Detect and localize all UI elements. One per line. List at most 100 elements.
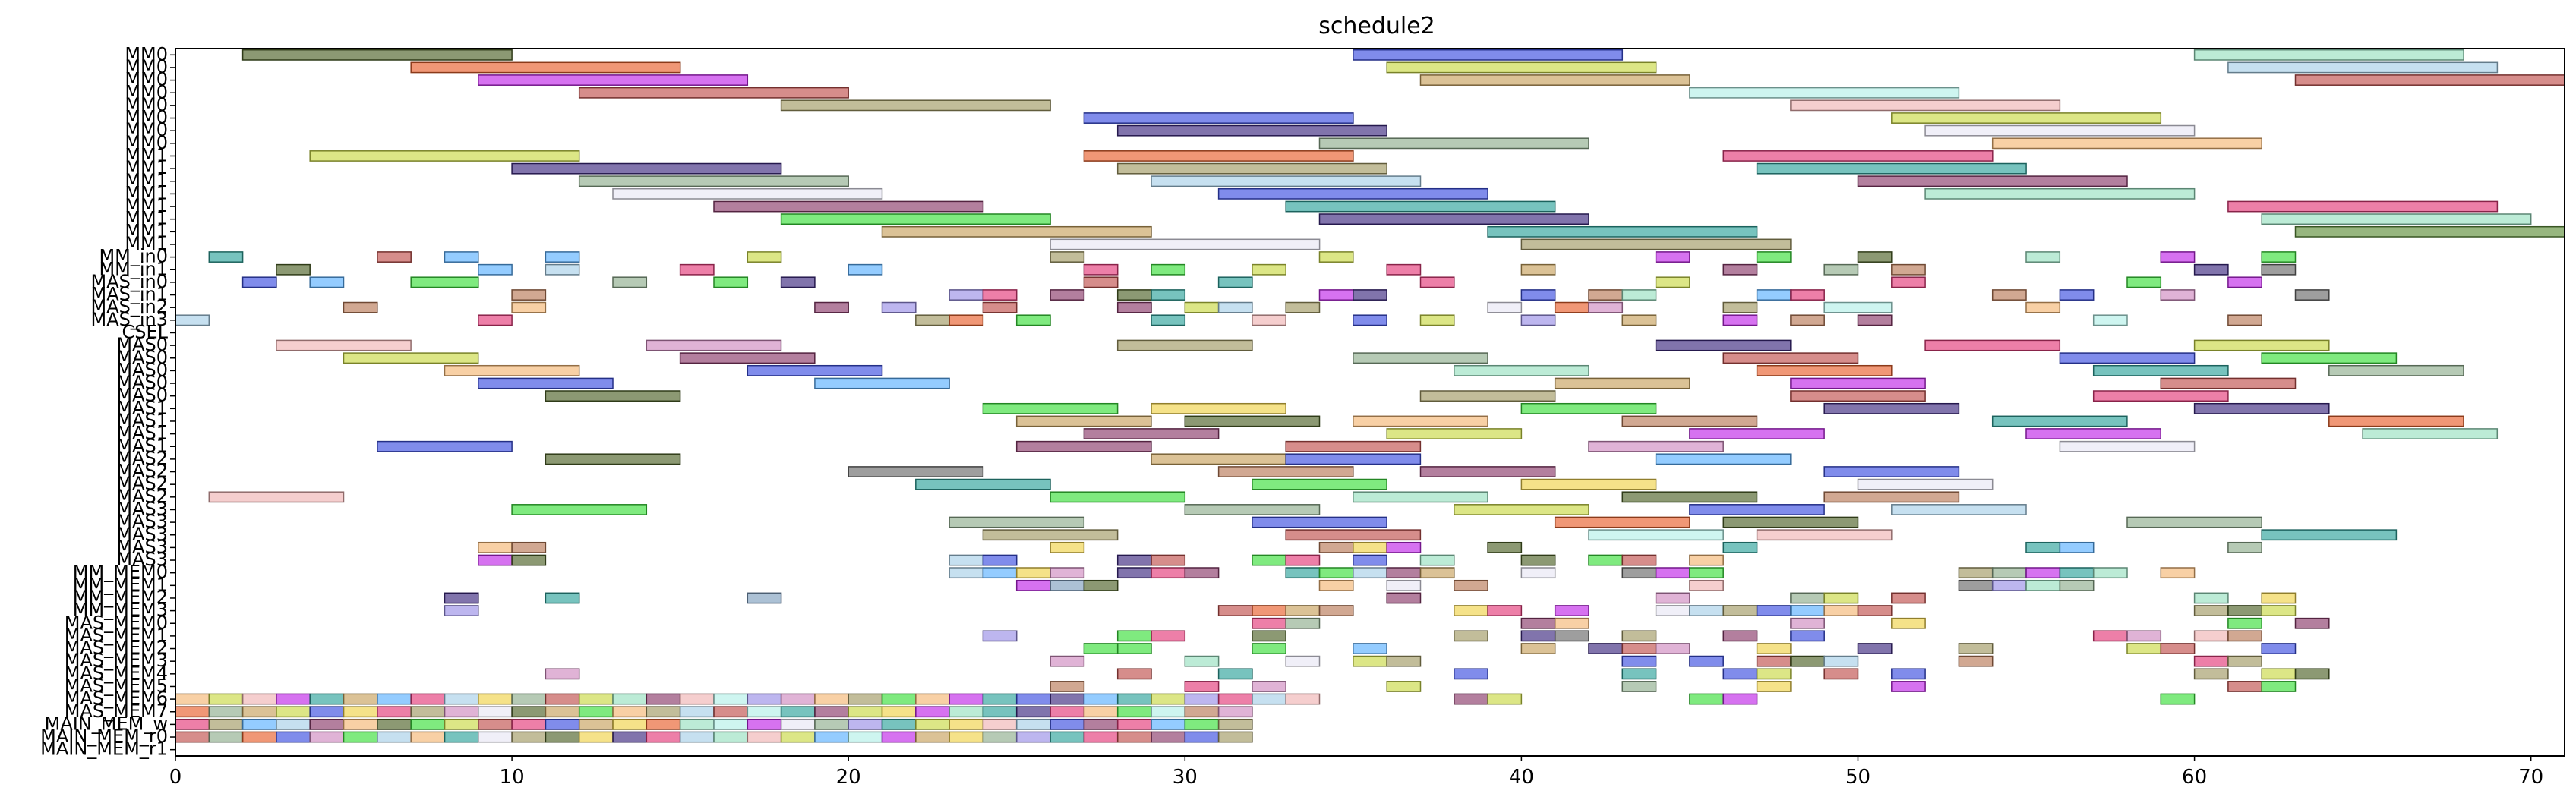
- task-bar: [2294, 617, 2330, 629]
- task-bar: [2227, 61, 2499, 74]
- task-bar: [1722, 516, 1859, 528]
- x-tick-label: 0: [169, 766, 182, 789]
- task-bar: [1520, 554, 1556, 566]
- task-bar: [276, 731, 311, 743]
- task-bar: [848, 706, 883, 718]
- task-bar: [1285, 529, 1422, 541]
- task-bar: [2227, 314, 2262, 326]
- row-label: MAS3: [116, 536, 168, 557]
- task-bar: [1621, 668, 1657, 680]
- row-label: MM0: [125, 132, 168, 153]
- task-bar: [343, 352, 479, 364]
- task-bar: [2092, 314, 2128, 326]
- row-label: MM_in0: [99, 246, 168, 267]
- task-bar: [1252, 617, 1286, 629]
- task-bar: [1790, 314, 1825, 326]
- task-bar: [1454, 668, 1488, 680]
- task-bar: [1991, 579, 2027, 591]
- task-bar: [1891, 504, 2027, 515]
- task-bar: [309, 276, 345, 288]
- task-bar: [444, 706, 479, 718]
- task-bar: [881, 718, 917, 730]
- task-bar: [1655, 276, 1690, 288]
- row-label: MAS0: [116, 334, 168, 355]
- task-bar: [1252, 516, 1387, 528]
- task-bar: [949, 516, 1085, 528]
- task-bar: [2261, 263, 2297, 276]
- task-bar: [511, 301, 547, 313]
- task-bar: [1386, 428, 1523, 439]
- row-label: MAS_MEM5: [65, 675, 168, 696]
- task-bar: [1756, 681, 1792, 692]
- task-bar: [1353, 567, 1387, 579]
- task-bar: [915, 478, 1051, 490]
- task-bar: [2227, 605, 2262, 616]
- task-bar: [1790, 289, 1825, 301]
- task-bar: [1621, 314, 1657, 326]
- task-bar: [915, 731, 950, 743]
- task-bar: [1318, 579, 1354, 591]
- task-bar: [1252, 605, 1286, 616]
- task-bar: [2059, 352, 2196, 364]
- task-bar: [1050, 251, 1085, 263]
- row-label: MAS_in3: [90, 309, 168, 330]
- task-bar: [2193, 655, 2229, 667]
- task-bar: [1050, 731, 1085, 743]
- task-bar: [2227, 200, 2499, 213]
- task-bar: [1353, 49, 1624, 61]
- task-bar: [1722, 630, 1758, 642]
- task-bar: [713, 718, 749, 730]
- task-bar: [1520, 314, 1556, 326]
- task-bar: [578, 87, 849, 99]
- task-bar: [1991, 289, 2027, 301]
- row-label: MAS_MEM1: [65, 625, 168, 646]
- task-bar: [1520, 643, 1556, 654]
- row-label: MAIN_MEM_r1: [40, 739, 168, 760]
- task-bar: [1823, 491, 1960, 503]
- task-bar: [1756, 668, 1792, 680]
- task-bar: [1756, 529, 1893, 541]
- row-label: MAS1: [116, 410, 168, 431]
- task-bar: [309, 706, 345, 718]
- task-bar: [578, 706, 614, 718]
- task-bar: [780, 718, 816, 730]
- task-bar: [1184, 301, 1220, 313]
- task-bar: [545, 592, 580, 604]
- task-bar: [1520, 617, 1556, 629]
- task-bar: [2261, 681, 2297, 692]
- task-bar: [1790, 617, 1825, 629]
- task-bar: [2126, 516, 2262, 528]
- task-bar: [1621, 643, 1657, 654]
- task-bar: [1419, 466, 1556, 477]
- x-tick-label: 50: [1845, 766, 1870, 789]
- task-bar: [1454, 579, 1488, 591]
- task-bar: [1353, 655, 1387, 667]
- task-bar: [545, 453, 681, 465]
- task-bar: [1217, 187, 1488, 200]
- task-bar: [679, 693, 715, 705]
- task-bar: [511, 162, 782, 175]
- task-bar: [343, 706, 378, 718]
- task-bar: [1318, 251, 1354, 263]
- task-bar: [2261, 605, 2297, 616]
- task-bar: [444, 718, 479, 730]
- task-bar: [1318, 137, 1589, 150]
- task-bar: [1050, 289, 1085, 301]
- task-bar: [276, 339, 412, 351]
- task-bar: [2126, 276, 2162, 288]
- task-bar: [1116, 643, 1152, 654]
- task-bar: [2193, 402, 2330, 414]
- task-bar: [1285, 693, 1321, 705]
- task-bar: [1050, 693, 1085, 705]
- task-bar: [2160, 643, 2196, 654]
- task-bar: [1151, 693, 1186, 705]
- task-bar: [444, 592, 479, 604]
- task-bar: [949, 567, 984, 579]
- task-bar: [2126, 630, 2162, 642]
- task-bar: [982, 693, 1018, 705]
- task-bar: [2160, 377, 2297, 389]
- task-bar: [545, 263, 580, 276]
- task-bar: [1151, 314, 1186, 326]
- task-bar: [2294, 668, 2330, 680]
